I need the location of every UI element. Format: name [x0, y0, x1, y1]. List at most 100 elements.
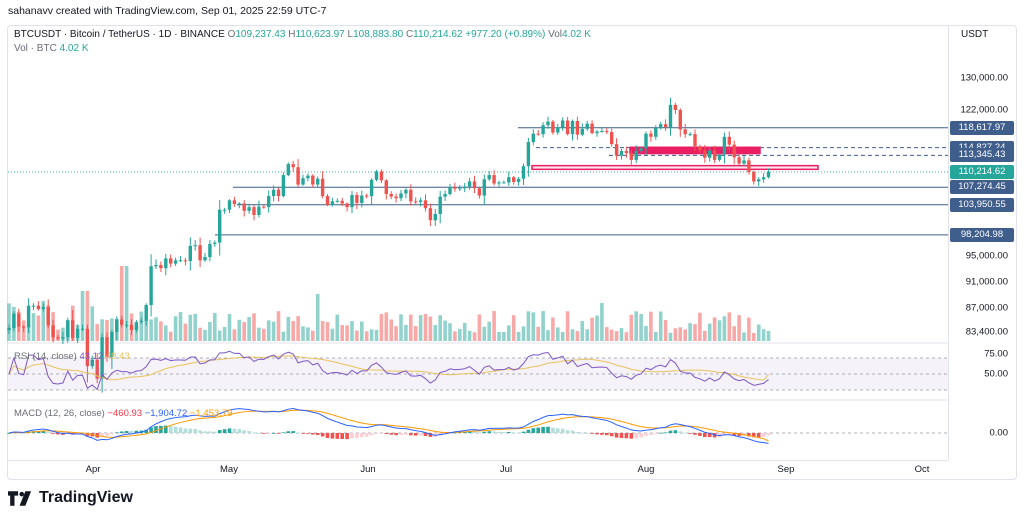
macd-histogram-bar: [252, 432, 256, 434]
macd-histogram-bar: [41, 431, 46, 433]
macd-histogram-bar: [404, 433, 408, 435]
volume-bar: [320, 320, 325, 341]
volume-bar: [208, 321, 212, 341]
candle: [610, 132, 614, 145]
macd-tick: 0.00: [989, 427, 1009, 439]
macd-histogram-bar: [149, 427, 153, 433]
volume-bar: [80, 291, 85, 341]
macd-histogram-bar: [168, 426, 173, 433]
volume-bar: [95, 324, 99, 341]
price-axis[interactable]: 130,000.00122,000.0098,000.0095,000.0091…: [948, 26, 1016, 460]
volume-bar: [203, 329, 207, 341]
candle: [12, 313, 16, 329]
macd-histogram-bar: [164, 425, 168, 433]
candle: [487, 175, 491, 180]
volume-bar: [752, 332, 756, 341]
volume-bar: [418, 315, 423, 341]
macd-histogram-bar: [717, 433, 722, 438]
candle: [649, 133, 653, 137]
rsi-value: 43.12: [79, 351, 104, 362]
currency-label[interactable]: USDT: [961, 29, 989, 40]
macd-histogram-bar: [565, 430, 570, 433]
candle: [75, 328, 80, 338]
macd-histogram-bar: [595, 433, 599, 435]
macd-histogram-bar: [644, 433, 648, 436]
volume-bar: [761, 329, 766, 341]
macd-histogram-bar: [242, 430, 246, 433]
candle: [766, 171, 771, 178]
candle: [46, 307, 50, 326]
volume-bar: [369, 329, 374, 341]
macd-histogram-bar: [502, 432, 506, 433]
volume-bar: [399, 314, 403, 341]
volume-bar: [624, 332, 629, 341]
candle: [252, 207, 256, 215]
symbol-description[interactable]: BTCUSDT · Bitcoin / TetherUS · 1D · BINA…: [14, 29, 225, 40]
macd-histogram-bar: [345, 433, 349, 440]
volume-bar: [737, 315, 741, 341]
volume-bar: [301, 326, 305, 341]
candle: [629, 153, 633, 160]
volume-bar: [374, 329, 379, 341]
macd-histogram-bar: [546, 426, 550, 433]
volume-bar: [595, 315, 599, 341]
chart-caption: sahanavv created with TradingView.com, S…: [8, 5, 327, 17]
price-tag: 110,214.62: [950, 164, 1014, 179]
macd-histogram-bar: [247, 431, 251, 433]
candle: [619, 150, 624, 156]
candle: [129, 324, 134, 331]
volume-bar: [536, 326, 540, 341]
candle: [433, 213, 437, 221]
rsi-legend[interactable]: RSI (14, close) 43.12 49.43: [14, 351, 130, 362]
macd-legend[interactable]: MACD (12, 26, close) −460.93 −1,904.72 −…: [14, 408, 232, 419]
macd-histogram-bar: [668, 430, 673, 433]
tradingview-logo[interactable]: TradingView: [8, 489, 133, 507]
volume-bar: [600, 303, 604, 341]
macd-histogram-bar: [213, 431, 217, 433]
candle: [95, 359, 99, 379]
volume-bar: [409, 314, 413, 341]
symbol-legend[interactable]: BTCUSDT · Bitcoin / TetherUS · 1D · BINA…: [14, 28, 591, 56]
macd-histogram-bar: [374, 433, 379, 434]
volume-bar: [462, 322, 467, 341]
macd-histogram-bar: [330, 433, 335, 439]
time-label-may: May: [220, 464, 238, 475]
volume-bar: [306, 327, 310, 341]
macd-histogram-bar: [570, 430, 575, 433]
macd-histogram-bar: [418, 433, 423, 436]
macd-histogram-bar: [105, 433, 109, 436]
macd-histogram-bar: [203, 431, 207, 433]
time-axis[interactable]: Apr May Jun Jul Aug Sep Oct: [7, 460, 948, 480]
candle: [600, 131, 604, 132]
candle: [453, 187, 457, 189]
candle: [727, 136, 731, 145]
volume-bar: [315, 294, 320, 341]
macd-histogram-bar: [144, 429, 148, 433]
macd-histogram-bar: [266, 433, 271, 434]
price-tag: 118,617.97: [950, 120, 1014, 135]
macd-histogram-bar: [727, 433, 732, 436]
macd-histogram-bar: [453, 432, 457, 434]
volume-bar: [590, 317, 594, 341]
candle: [188, 245, 192, 261]
time-label-oct: Oct: [914, 464, 930, 475]
volume-bar: [423, 313, 428, 341]
candle: [330, 201, 335, 206]
macd-histogram-bar: [124, 430, 129, 433]
macd-histogram-bar: [36, 431, 41, 433]
candle: [110, 332, 114, 357]
chart-frame: [7, 25, 1017, 480]
volume-bar: [26, 325, 31, 341]
volume-bar: [712, 317, 717, 341]
volume-label[interactable]: Vol · BTC: [14, 43, 57, 54]
volume-bar: [90, 306, 95, 341]
candle: [492, 175, 496, 184]
macd-histogram-bar: [262, 433, 266, 434]
macd-histogram-bar: [173, 426, 178, 433]
price-tag: 107,274.45: [950, 180, 1014, 195]
candle: [213, 242, 217, 244]
macd-histogram-bar: [492, 431, 496, 433]
volume-bar: [144, 317, 148, 341]
volume-bar: [541, 311, 545, 341]
